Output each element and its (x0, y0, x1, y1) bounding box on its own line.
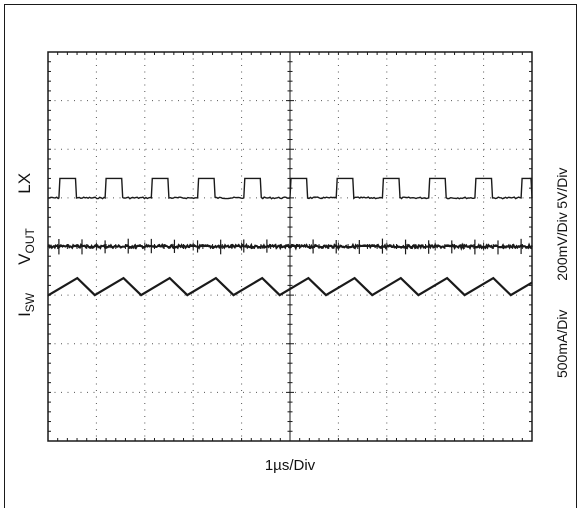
channel-label-vout: VOUT (15, 228, 37, 265)
scale-label-isw: 500mA/Div (554, 310, 570, 378)
label-layer: 1µs/Div LX 5V/Div VOUT 200mV/Div ISW 500mA/Di… (15, 168, 570, 474)
channel-label-lx: LX (15, 173, 34, 194)
trace-lx (47, 177, 533, 200)
scale-label-vout: 200mV/Div (554, 212, 570, 280)
channel-label-isw: ISW (15, 292, 37, 317)
channel-label-main: LX (15, 173, 34, 194)
figure-frame (4, 4, 577, 508)
channel-label-main: I (15, 312, 34, 317)
trace-layer (47, 177, 533, 297)
x-axis-label: 1µs/Div (265, 457, 316, 474)
channel-label-sub: OUT (23, 228, 37, 254)
trace-isw (47, 276, 533, 297)
scale-label-lx: 5V/Div (554, 168, 570, 209)
channel-label-sub: SW (23, 292, 37, 312)
channel-label-main: V (15, 253, 34, 265)
